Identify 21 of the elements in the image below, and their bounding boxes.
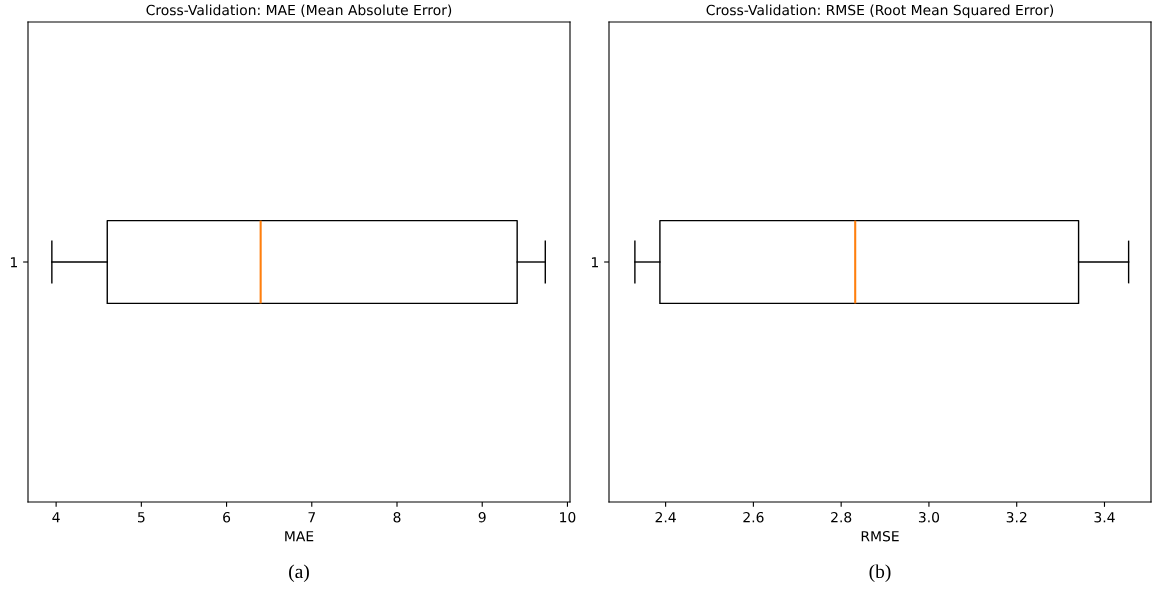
x-tick-label: 3.0 bbox=[918, 511, 940, 523]
x-tick-label: 6 bbox=[223, 511, 231, 523]
text: (a) bbox=[289, 564, 309, 583]
x-tick-label: 4 bbox=[52, 512, 60, 523]
x-tick-label: 7 bbox=[308, 512, 316, 523]
x-tick-label: 8 bbox=[393, 511, 401, 523]
x-tick-label: 10 bbox=[560, 511, 576, 523]
x-tick-label: 3.2 bbox=[1006, 511, 1027, 523]
chart-title: Cross-Validation: MAE (Mean Absolute Error) bbox=[146, 4, 452, 17]
y-tick-label: 1 bbox=[10, 257, 17, 268]
y-tick-label: 1 bbox=[591, 257, 598, 268]
x-tick-label: 5 bbox=[138, 512, 145, 523]
x-axis-title: MAE bbox=[285, 531, 314, 542]
x-tick-label: 2.8 bbox=[831, 511, 852, 523]
x-axis-title: RMSE bbox=[861, 530, 899, 542]
chart-title: Cross-Validation: RMSE (Root Mean Squared Error) bbox=[706, 4, 1054, 18]
text: (b) bbox=[869, 564, 891, 583]
x-tick-label: 2.4 bbox=[655, 511, 676, 523]
x-tick-label: 2.6 bbox=[743, 511, 764, 523]
x-tick-label: 9 bbox=[478, 511, 486, 523]
x-tick-label: 3.4 bbox=[1094, 511, 1115, 523]
